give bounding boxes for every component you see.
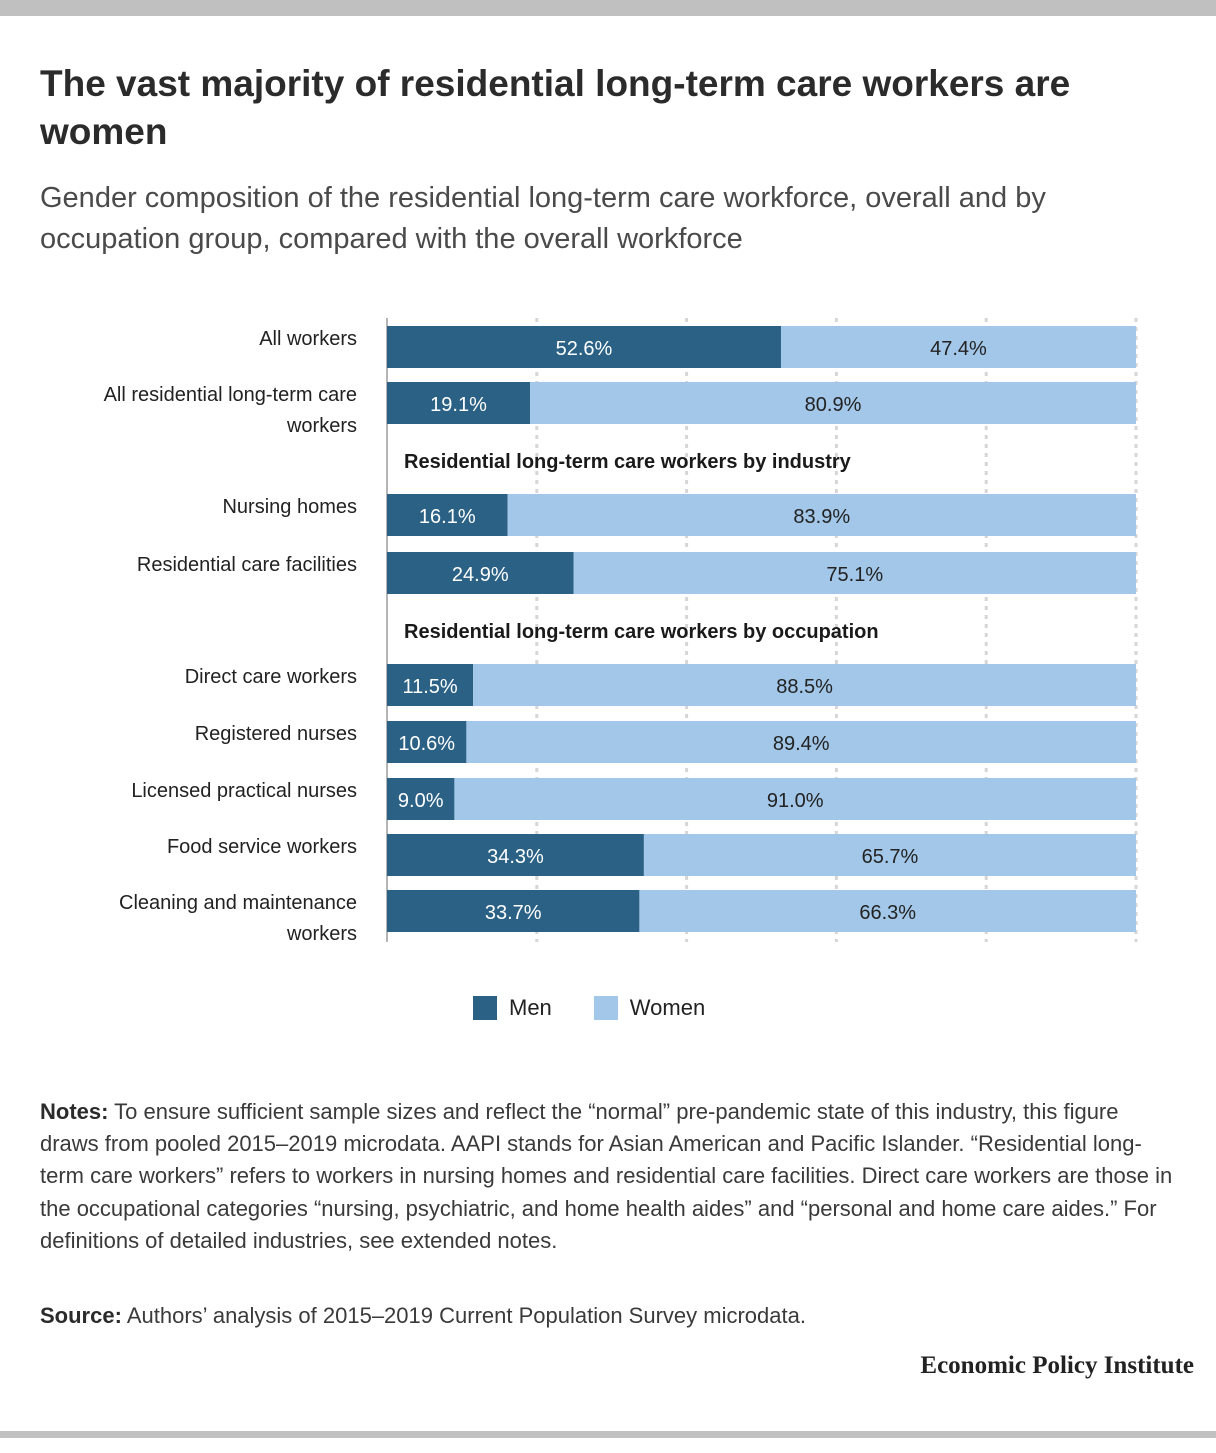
bar-men bbox=[387, 326, 781, 368]
bar-women bbox=[530, 382, 1136, 424]
bar-men bbox=[387, 778, 455, 820]
bar-men bbox=[387, 890, 640, 932]
bar-men bbox=[387, 664, 474, 706]
data-label-women: 66.3% bbox=[859, 902, 916, 924]
category-label: All residential long-term care workers bbox=[104, 384, 357, 437]
stacked-bar-chart: 52.6% 47.4% All workers 19.1% 80.9% All resid… bbox=[104, 318, 1138, 945]
legend-label-men: Men bbox=[509, 995, 552, 1020]
category-label: Registered nurses bbox=[195, 723, 357, 745]
data-label-women: 80.9% bbox=[805, 394, 862, 416]
bar-women bbox=[507, 494, 1136, 536]
chart-subtitle: Gender composition of the residential lo… bbox=[40, 182, 1046, 255]
data-label-women: 75.1% bbox=[826, 564, 883, 586]
legend-item-women: Women bbox=[593, 995, 706, 1021]
notes-label: Notes: bbox=[40, 1099, 109, 1124]
source-label: Source: bbox=[40, 1303, 122, 1328]
bottom-rule bbox=[0, 1431, 1216, 1438]
top-rule bbox=[0, 0, 1216, 16]
legend-label-women: Women bbox=[629, 995, 706, 1020]
source-text: Authors’ analysis of 2015–2019 Current P… bbox=[126, 1303, 806, 1328]
data-label-men: 10.6% bbox=[398, 733, 455, 755]
bar-women bbox=[780, 326, 1136, 368]
data-label-women: 47.4% bbox=[930, 338, 987, 360]
data-label-men: 11.5% bbox=[402, 676, 457, 698]
category-label: All workers bbox=[259, 328, 357, 350]
legend-swatch-men bbox=[473, 996, 497, 1020]
data-label-men: 34.3% bbox=[487, 846, 544, 868]
bar-men bbox=[387, 834, 644, 876]
bar-men bbox=[387, 382, 531, 424]
legend-swatch-women bbox=[593, 996, 618, 1020]
data-label-men: 19.1% bbox=[430, 394, 487, 416]
bar-women bbox=[643, 834, 1136, 876]
data-label-women: 88.5% bbox=[776, 676, 833, 698]
notes: Notes: To ensure sufficient sample sizes… bbox=[40, 1096, 1180, 1257]
data-label-women: 65.7% bbox=[862, 846, 919, 868]
category-label: Cleaning and maintenance workers bbox=[119, 892, 357, 945]
chart-title: The vast majority of residential long-te… bbox=[40, 63, 1071, 152]
source: Source: Authors’ analysis of 2015–2019 C… bbox=[40, 1300, 1180, 1332]
category-label: Direct care workers bbox=[185, 666, 357, 688]
bar-women bbox=[573, 552, 1136, 594]
data-label-women: 89.4% bbox=[773, 733, 830, 755]
data-label-men: 33.7% bbox=[485, 902, 542, 924]
data-label-men: 16.1% bbox=[419, 506, 476, 528]
group-label: Residential long-term care workers by in… bbox=[404, 451, 852, 473]
data-label-men: 52.6% bbox=[556, 338, 613, 360]
data-label-men: 9.0% bbox=[398, 790, 444, 812]
bar-women bbox=[466, 721, 1136, 763]
category-label: Licensed practical nurses bbox=[131, 780, 357, 802]
category-label: Residential care facilities bbox=[137, 554, 357, 576]
category-label: Food service workers bbox=[167, 836, 357, 858]
brand-logo-text: Economic Policy Institute bbox=[920, 1352, 1194, 1379]
bar-men bbox=[387, 552, 574, 594]
category-label: Nursing homes bbox=[222, 496, 357, 518]
data-label-women: 91.0% bbox=[767, 790, 824, 812]
chart-legend: Men Women bbox=[473, 995, 747, 1021]
data-label-men: 24.9% bbox=[452, 564, 509, 586]
group-label: Residential long-term care workers by oc… bbox=[404, 621, 879, 643]
bar-women bbox=[454, 778, 1136, 820]
bar-women bbox=[473, 664, 1136, 706]
bar-women bbox=[639, 890, 1136, 932]
legend-item-men: Men bbox=[473, 995, 552, 1021]
notes-text: To ensure sufficient sample sizes and re… bbox=[40, 1099, 1173, 1253]
bar-men bbox=[387, 494, 508, 536]
bar-men bbox=[387, 721, 467, 763]
data-label-women: 83.9% bbox=[793, 506, 850, 528]
